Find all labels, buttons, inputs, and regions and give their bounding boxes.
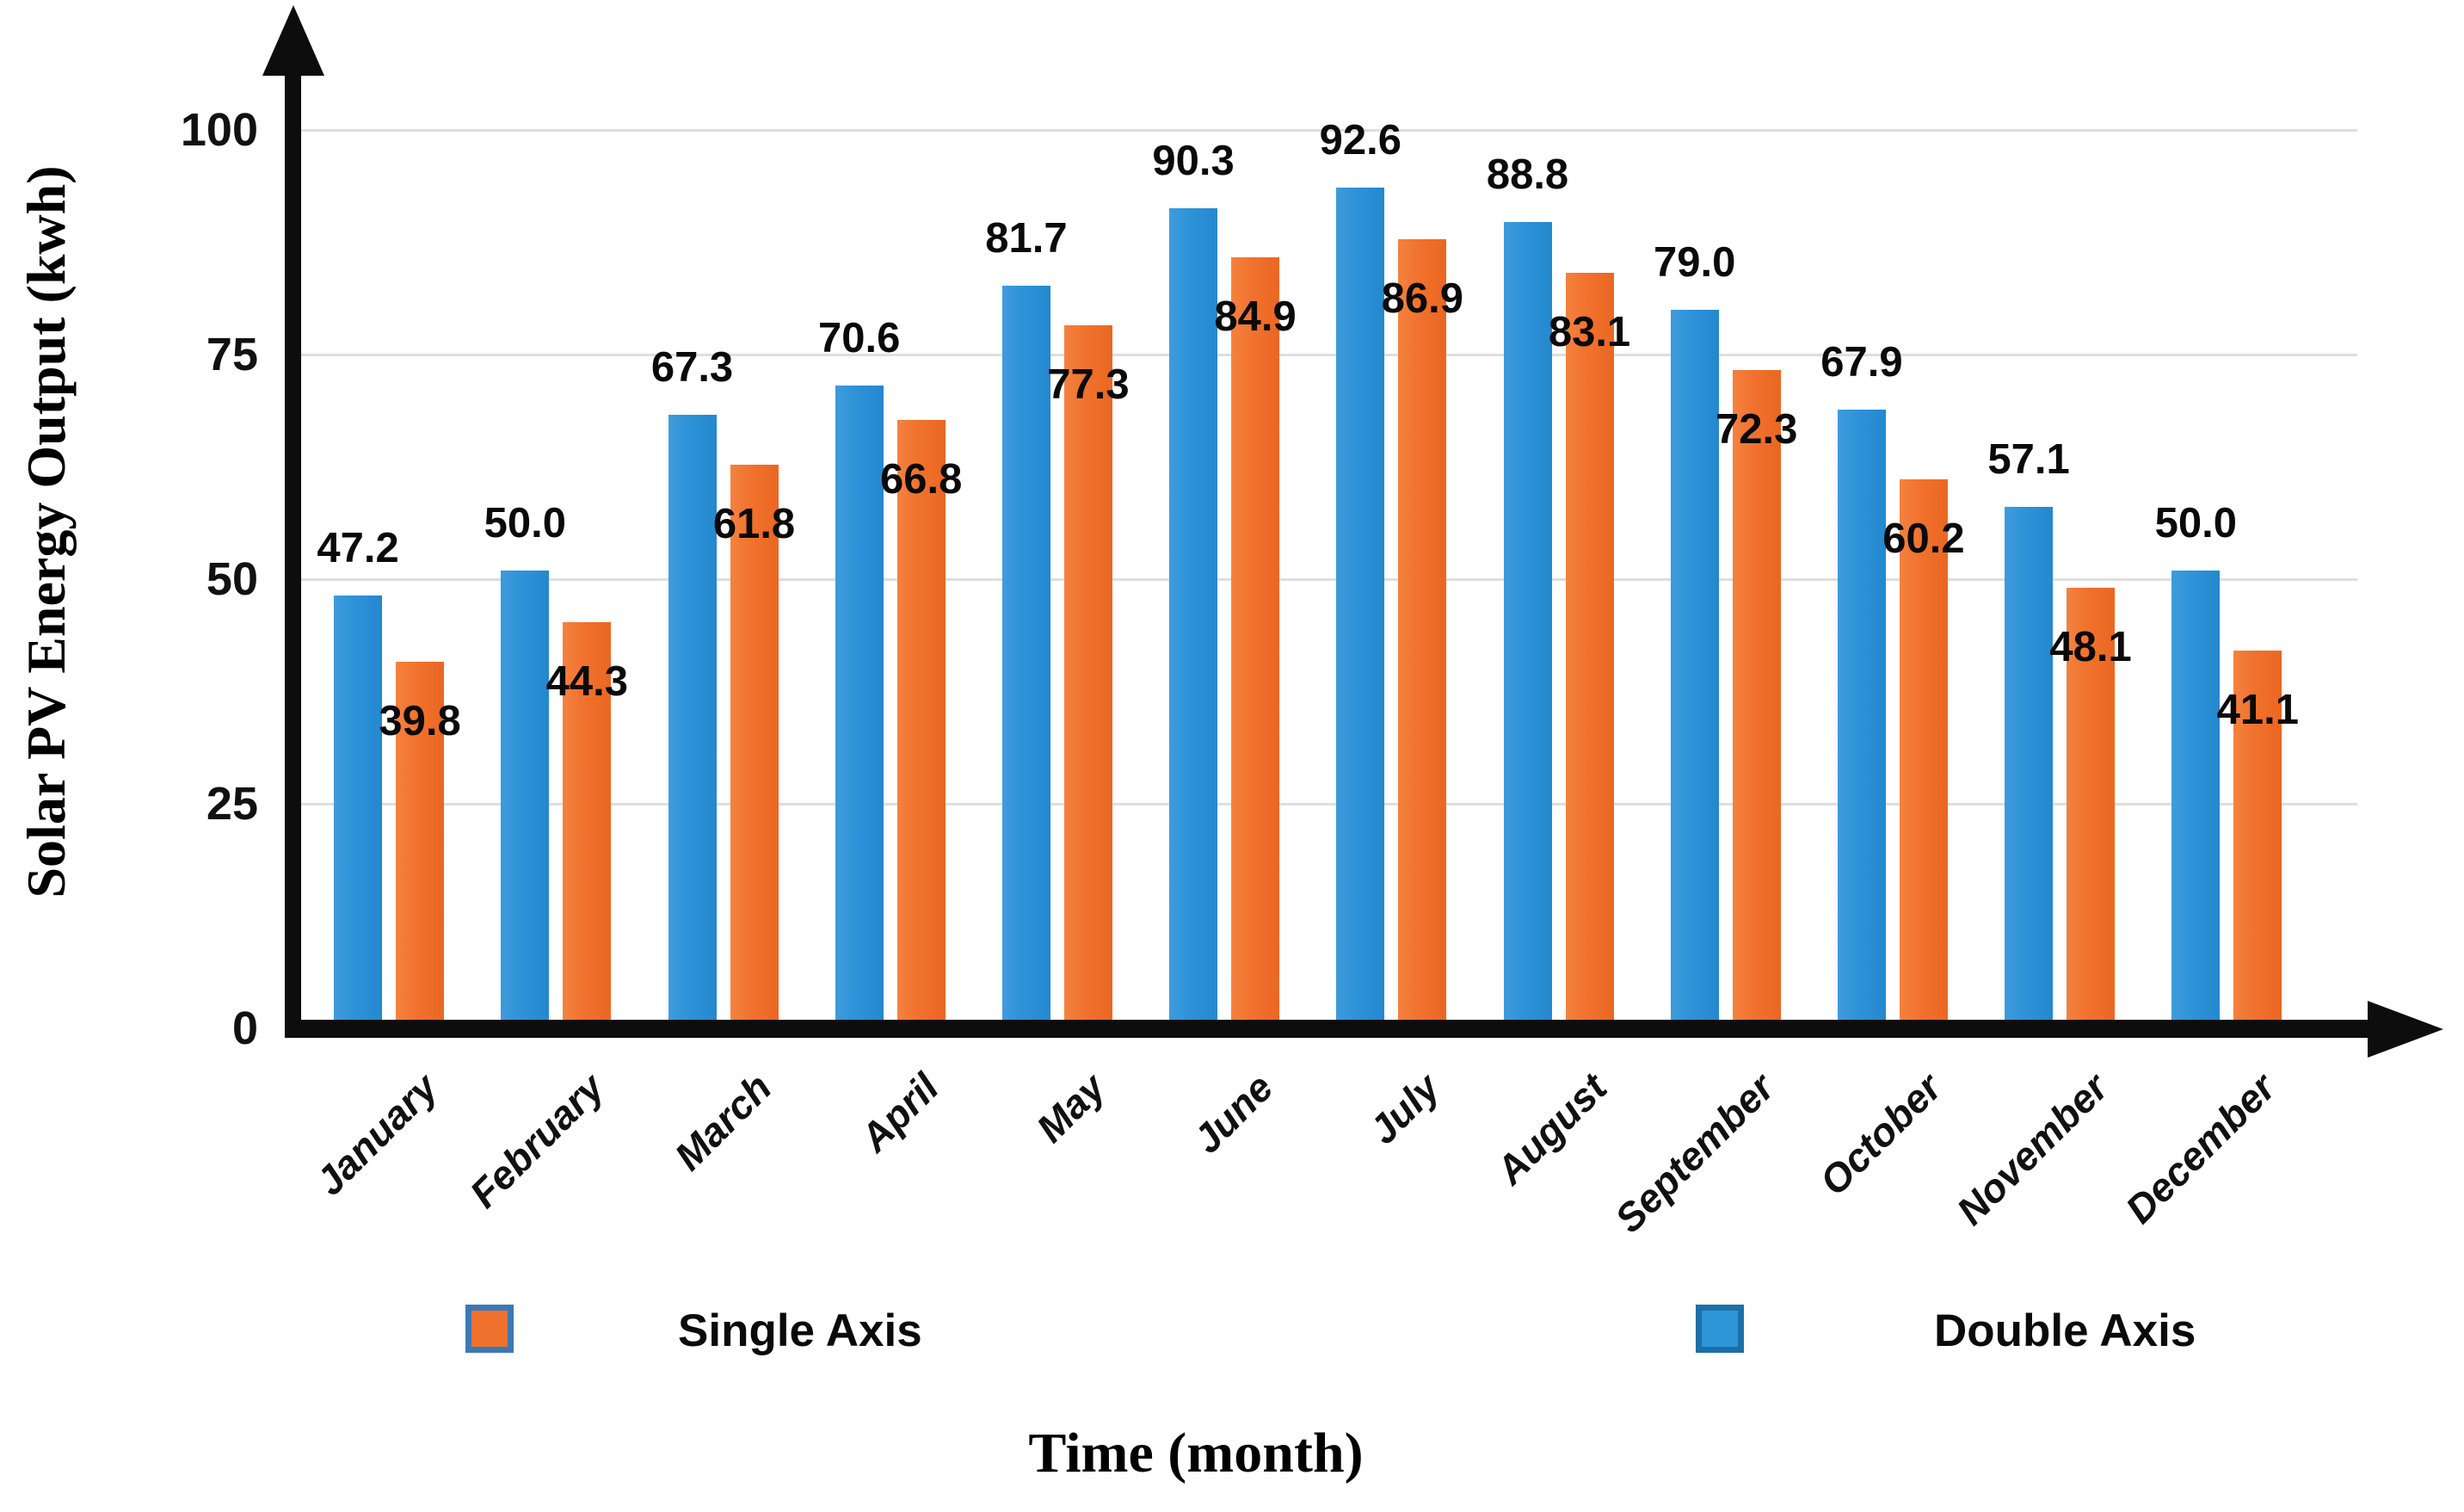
value-label-double-axis-july: 92.6 (1319, 117, 1401, 164)
value-label-double-axis-february: 50.0 (484, 500, 566, 546)
month-label-march: March (665, 1065, 780, 1179)
value-label-double-axis-september: 79.0 (1654, 239, 1736, 287)
value-label-double-axis-november: 57.1 (1987, 435, 2070, 483)
y-axis-title: Solar PV Energy Output (kwh) (15, 165, 77, 898)
legend-label-single-axis: Single Axis (678, 1305, 922, 1356)
value-label-single-axis-august: 83.1 (1548, 309, 1631, 356)
bar-single-axis-january (396, 662, 445, 1020)
value-label-single-axis-december: 41.1 (2216, 686, 2299, 733)
value-label-single-axis-april: 66.8 (880, 455, 963, 503)
value-label-double-axis-may: 81.7 (985, 215, 1068, 262)
y-axis-line (285, 29, 301, 1038)
x-axis-arrow-icon (2368, 1001, 2443, 1058)
value-label-single-axis-november: 48.1 (2049, 623, 2132, 670)
month-label-august: August (1487, 1065, 1616, 1194)
bar-double-axis-may (1001, 286, 1050, 1020)
bar-double-axis-march (668, 415, 717, 1020)
gridline-75 (301, 354, 2357, 356)
x-axis-line (285, 1020, 2371, 1038)
value-label-single-axis-march: 61.8 (712, 500, 796, 547)
x-axis-title: Time (month) (1028, 1422, 1364, 1484)
value-label-single-axis-may: 77.3 (1047, 361, 1130, 408)
legend-swatch-double-axis (1696, 1305, 1744, 1353)
bar-single-axis-february (563, 621, 612, 1020)
value-label-double-axis-january: 47.2 (317, 525, 399, 572)
value-label-double-axis-june: 90.3 (1152, 138, 1235, 185)
value-label-single-axis-june: 84.9 (1214, 293, 1297, 340)
bar-single-axis-december (2233, 650, 2282, 1020)
value-label-single-axis-july: 86.9 (1381, 275, 1463, 322)
month-label-november: November (1948, 1065, 2117, 1234)
bar-double-axis-august (1503, 221, 1552, 1020)
bar-double-axis-september (1670, 310, 1719, 1020)
y-tick-label-0: 0 (231, 1003, 258, 1054)
value-label-double-axis-december: 50.0 (2154, 500, 2237, 546)
bar-single-axis-may (1063, 324, 1112, 1020)
value-label-double-axis-october: 67.9 (1820, 339, 1903, 386)
y-tick-label-75: 75 (206, 329, 258, 380)
gridline-25 (301, 803, 2357, 805)
month-label-april: April (851, 1065, 947, 1161)
value-label-single-axis-october: 60.2 (1882, 515, 1965, 562)
bar-single-axis-september (1732, 370, 1781, 1020)
y-axis-arrow-icon (262, 5, 324, 76)
month-label-february: February (461, 1065, 613, 1217)
y-tick-label-100: 100 (180, 104, 258, 156)
bar-double-axis-february (501, 571, 550, 1020)
value-label-double-axis-march: 67.3 (650, 344, 734, 392)
bar-double-axis-january (334, 596, 383, 1020)
gridline-100 (301, 129, 2357, 132)
value-label-double-axis-april: 70.6 (818, 314, 901, 361)
month-label-september: September (1605, 1065, 1783, 1242)
y-tick-label-25: 25 (206, 778, 258, 830)
value-label-single-axis-february: 44.3 (545, 657, 628, 705)
month-label-december: December (2116, 1065, 2284, 1232)
bar-single-axis-november (2067, 587, 2116, 1020)
bar-single-axis-march (730, 464, 779, 1020)
month-label-june: June (1184, 1065, 1282, 1162)
bar-double-axis-october (1837, 410, 1886, 1020)
bar-double-axis-july (1336, 188, 1385, 1020)
value-label-single-axis-january: 39.8 (379, 698, 461, 745)
gridline-50 (301, 578, 2357, 581)
bar-single-axis-july (1398, 238, 1447, 1020)
bar-double-axis-december (2171, 571, 2221, 1020)
bar-single-axis-april (896, 419, 946, 1020)
month-label-january: January (306, 1065, 447, 1204)
legend-swatch-single-axis (465, 1305, 514, 1353)
value-label-double-axis-august: 88.8 (1486, 151, 1569, 198)
month-label-july: July (1360, 1065, 1449, 1153)
bar-double-axis-november (2005, 506, 2054, 1020)
bar-single-axis-october (1899, 478, 1948, 1020)
legend-label-double-axis: Double Axis (1934, 1305, 2196, 1356)
bar-double-axis-april (835, 385, 884, 1020)
y-tick-label-50: 50 (206, 553, 258, 605)
value-label-single-axis-september: 72.3 (1716, 406, 1798, 454)
month-label-october: October (1810, 1065, 1950, 1204)
bar-single-axis-august (1565, 273, 1614, 1020)
bar-single-axis-june (1231, 256, 1280, 1020)
month-label-may: May (1027, 1065, 1114, 1151)
bar-double-axis-june (1169, 208, 1218, 1020)
